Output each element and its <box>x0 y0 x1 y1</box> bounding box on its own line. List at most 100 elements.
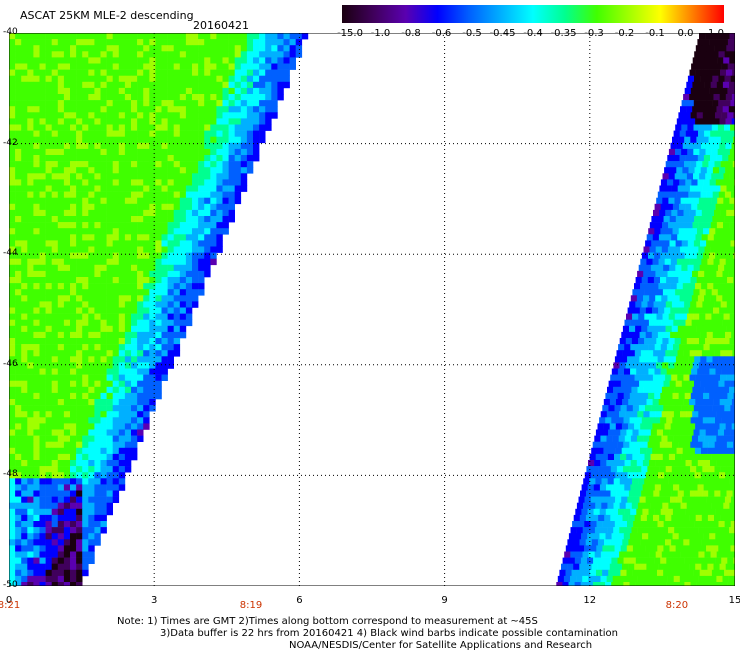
right-swath-cell <box>684 301 690 307</box>
left-swath-cell <box>162 222 168 228</box>
right-swath-cell <box>691 558 697 564</box>
left-swath-cell <box>192 112 198 118</box>
right-swath-cell <box>685 393 691 399</box>
left-swath-cell <box>216 222 222 228</box>
left-swath-cell <box>70 70 76 76</box>
right-swath-cell <box>663 478 669 484</box>
right-swath-cell <box>582 484 588 490</box>
left-swath-cell <box>82 198 88 204</box>
left-swath-cell <box>125 381 131 387</box>
left-swath-cell <box>9 131 15 137</box>
right-swath-cell <box>615 405 621 411</box>
right-swath-cell <box>726 70 732 76</box>
right-swath-cell <box>647 491 653 497</box>
left-swath-cell <box>70 576 76 582</box>
left-swath-cell <box>46 436 52 442</box>
left-swath-cell <box>101 265 107 271</box>
left-swath-cell <box>101 478 107 484</box>
right-swath-cell <box>728 204 734 210</box>
left-swath-cell <box>58 70 64 76</box>
left-swath-cell <box>155 320 161 326</box>
right-swath-cell <box>714 539 720 545</box>
left-swath-cell <box>119 198 125 204</box>
right-swath-cell <box>726 118 732 124</box>
right-swath-cell <box>709 277 715 283</box>
left-swath-cell <box>131 399 137 405</box>
right-swath-cell <box>660 301 666 307</box>
right-swath-cell <box>708 515 714 521</box>
right-swath-cell <box>716 344 722 350</box>
right-swath-cell <box>725 216 731 222</box>
left-swath-cell <box>64 265 70 271</box>
right-swath-cell <box>682 167 688 173</box>
left-swath-cell <box>9 411 15 417</box>
right-swath-cell <box>672 277 678 283</box>
left-swath-cell <box>216 137 222 143</box>
left-swath-cell <box>210 94 216 100</box>
right-swath-cell <box>600 509 606 515</box>
left-swath-cell <box>143 106 149 112</box>
right-swath-cell <box>695 143 701 149</box>
right-swath-cell <box>709 582 715 586</box>
left-swath-cell <box>88 192 94 198</box>
left-swath-cell <box>113 259 119 265</box>
left-swath-cell <box>33 192 39 198</box>
right-swath-cell <box>694 497 700 503</box>
left-swath-cell <box>33 295 39 301</box>
left-swath-cell <box>76 521 82 527</box>
left-swath-cell <box>46 503 52 509</box>
left-swath-cell <box>70 289 76 295</box>
right-swath-cell <box>628 539 634 545</box>
left-swath-cell <box>46 552 52 558</box>
left-swath-cell <box>27 149 33 155</box>
right-swath-cell <box>690 442 696 448</box>
right-swath-cell <box>726 350 732 356</box>
right-swath-cell <box>643 576 649 582</box>
right-swath-cell <box>702 515 708 521</box>
right-swath-cell <box>640 308 646 314</box>
right-swath-cell <box>696 210 702 216</box>
right-swath-cell <box>599 558 605 564</box>
right-swath-cell <box>701 497 707 503</box>
left-swath-cell <box>216 192 222 198</box>
left-swath-cell <box>155 253 161 259</box>
left-swath-cell <box>88 314 94 320</box>
left-swath-cell <box>253 112 259 118</box>
left-swath-cell <box>101 247 107 253</box>
right-swath-cell <box>706 545 712 551</box>
left-swath-cell <box>64 216 70 222</box>
right-swath-cell <box>581 509 587 515</box>
right-swath-cell <box>704 436 710 442</box>
left-swath-cell <box>137 320 143 326</box>
right-swath-cell <box>621 332 627 338</box>
left-swath-cell <box>271 106 277 112</box>
left-swath-cell <box>33 369 39 375</box>
right-swath-cell <box>674 222 680 228</box>
right-swath-cell <box>627 356 633 362</box>
right-swath-cell <box>732 283 735 289</box>
left-swath-cell <box>94 100 100 106</box>
left-swath-cell <box>33 582 39 586</box>
left-swath-cell <box>149 64 155 70</box>
right-swath-cell <box>716 271 722 277</box>
time-label: 8:19 <box>240 600 262 611</box>
right-swath-cell <box>623 491 629 497</box>
left-swath-cell <box>88 216 94 222</box>
left-swath-cell <box>70 106 76 112</box>
left-swath-cell <box>265 70 271 76</box>
left-swath-cell <box>198 94 204 100</box>
left-swath-cell <box>70 533 76 539</box>
right-swath-cell <box>723 247 729 253</box>
left-swath-cell <box>149 265 155 271</box>
left-swath-cell <box>149 375 155 381</box>
right-swath-cell <box>703 393 709 399</box>
right-swath-cell <box>711 411 717 417</box>
right-swath-cell <box>717 173 723 179</box>
left-swath-cell <box>9 192 15 198</box>
right-swath-cell <box>696 466 702 472</box>
right-swath-cell <box>589 552 595 558</box>
left-swath-cell <box>210 234 216 240</box>
right-swath-cell <box>700 51 706 57</box>
left-swath-cell <box>46 118 52 124</box>
right-swath-cell <box>635 326 641 332</box>
